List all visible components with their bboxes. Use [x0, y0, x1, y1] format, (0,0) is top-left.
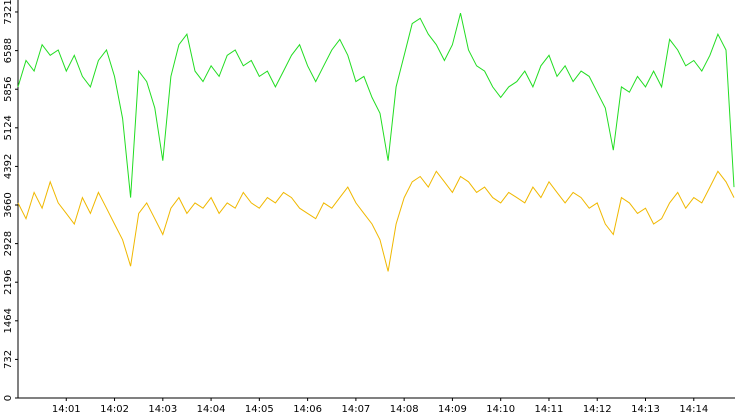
y-tick-label: 5856 [3, 76, 14, 101]
x-tick-label: 14:05 [245, 404, 274, 415]
x-tick-label: 14:11 [535, 404, 564, 415]
series-line [17, 170, 735, 272]
x-tick-label: 14:14 [679, 404, 708, 415]
x-tick-label: 14:10 [486, 404, 515, 415]
y-tick-label: 4392 [3, 154, 14, 179]
x-tick-label: 14:06 [293, 404, 322, 415]
x-tick-label: 14:01 [52, 404, 81, 415]
y-tick-label: 7321 [3, 0, 14, 25]
x-tick-label: 14:08 [390, 404, 419, 415]
y-tick-label: 0 [3, 395, 14, 401]
y-tick-label: 2196 [3, 269, 14, 294]
x-tick-label: 14:13 [631, 404, 660, 415]
y-tick-label: 5124 [3, 115, 14, 140]
x-tick-label: 14:03 [148, 404, 177, 415]
y-tick-label: 3660 [3, 192, 14, 217]
x-tick-label: 14:07 [341, 404, 370, 415]
x-tick-label: 14:02 [100, 404, 129, 415]
x-tick-label: 14:09 [438, 404, 467, 415]
series-line [17, 12, 735, 198]
x-tick-label: 14:04 [197, 404, 226, 415]
x-tick-label: 14:12 [583, 404, 612, 415]
y-tick-label: 732 [3, 350, 14, 369]
y-tick-label: 2928 [3, 231, 14, 256]
y-tick-label: 1464 [3, 308, 14, 333]
y-tick-label: 6588 [3, 38, 14, 63]
